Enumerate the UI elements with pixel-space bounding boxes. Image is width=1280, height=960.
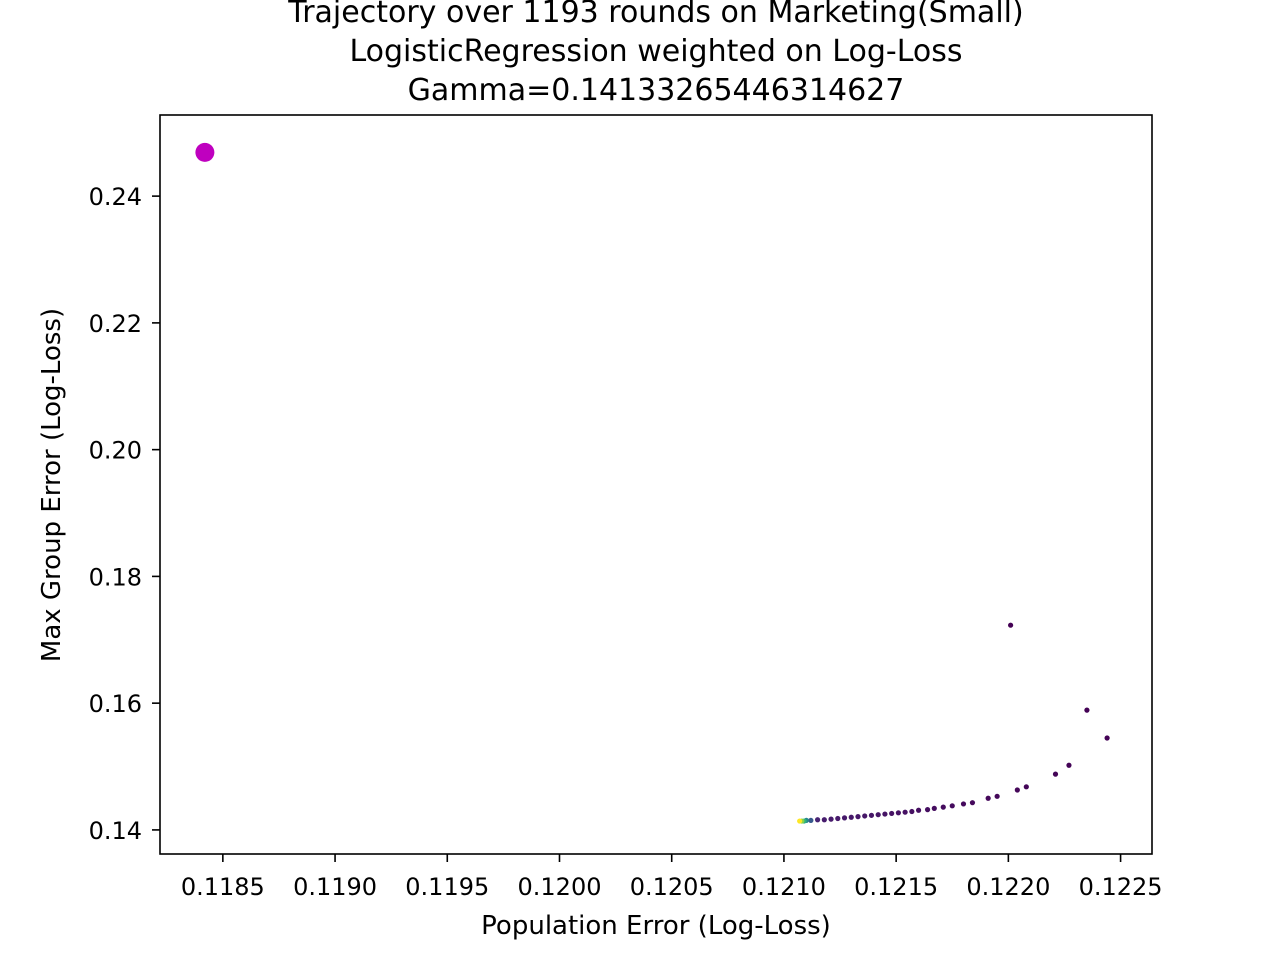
trajectory-point (1104, 735, 1110, 741)
trajectory-point (909, 808, 915, 815)
x-tick-label: 0.1220 (966, 873, 1050, 901)
trajectory-point (848, 814, 854, 820)
x-tick-label: 0.1225 (1079, 873, 1163, 901)
trajectory-point (902, 809, 908, 815)
trajectory-point (855, 814, 861, 820)
trajectory-point (915, 807, 922, 813)
trajectory-point (1014, 787, 1020, 793)
trajectory-points (195, 142, 1110, 824)
trajectory-point (1066, 762, 1072, 768)
trajectory-point (841, 815, 848, 821)
trajectory-point (868, 812, 875, 818)
y-tick-label: 0.16 (89, 690, 142, 718)
x-axis: 0.1185 0.1190 0.1195 0.1200 0.1205 0.1210 0.12… (181, 854, 1163, 901)
trajectory-point (924, 807, 931, 813)
trajectory-point (1084, 707, 1090, 713)
trajectory-point (835, 815, 841, 822)
plot-area-frame (159, 114, 1153, 855)
trajectory-point (797, 818, 803, 824)
trajectory-point (814, 817, 821, 823)
trajectory-point (862, 813, 868, 819)
trajectory-point (875, 812, 881, 818)
trajectory-point (821, 817, 827, 823)
trajectory-point (1052, 771, 1059, 777)
trajectory-point (949, 803, 955, 809)
x-tick-label: 0.1195 (405, 873, 489, 901)
trajectory-point (969, 800, 976, 806)
x-tick-label: 0.1215 (854, 873, 938, 901)
chart-title-line: LogisticRegression weighted on Log-Loss (349, 34, 962, 69)
trajectory-point (994, 793, 1000, 799)
trajectory-point (1023, 784, 1029, 790)
trajectory-point (895, 810, 901, 816)
x-tick-label: 0.1205 (630, 873, 714, 901)
y-axis-label: Max Group Error (Log-Loss) (37, 308, 67, 662)
trajectory-point (931, 805, 937, 811)
y-tick-label: 0.20 (89, 437, 142, 465)
y-axis: 0.14 0.16 0.18 0.20 0.22 0.24 (89, 183, 160, 845)
x-tick-label: 0.1190 (293, 873, 377, 901)
y-tick-label: 0.24 (89, 183, 142, 211)
y-tick-label: 0.18 (89, 563, 142, 591)
chart-title-line: Gamma=0.14133265446314627 (408, 73, 905, 108)
trajectory-point (889, 810, 895, 817)
highlight-point (195, 142, 215, 162)
trajectory-point (1008, 622, 1014, 628)
trajectory-point (985, 795, 991, 801)
y-tick-label: 0.22 (89, 310, 142, 338)
chart-title-line: Trajectory over 1193 rounds on Marketing… (287, 0, 1023, 30)
y-tick-label: 0.14 (89, 817, 142, 845)
trajectory-point (808, 817, 814, 824)
trajectory-point (828, 816, 834, 822)
trajectory-point (960, 801, 967, 807)
x-tick-label: 0.1210 (742, 873, 826, 901)
trajectory-point (940, 804, 946, 810)
x-axis-label: Population Error (Log-Loss) (481, 911, 831, 941)
chart-title: Trajectory over 1193 rounds on Marketing… (287, 0, 1023, 108)
x-tick-label: 0.1200 (518, 873, 602, 901)
trajectory-point (882, 811, 888, 817)
x-tick-label: 0.1185 (181, 873, 265, 901)
